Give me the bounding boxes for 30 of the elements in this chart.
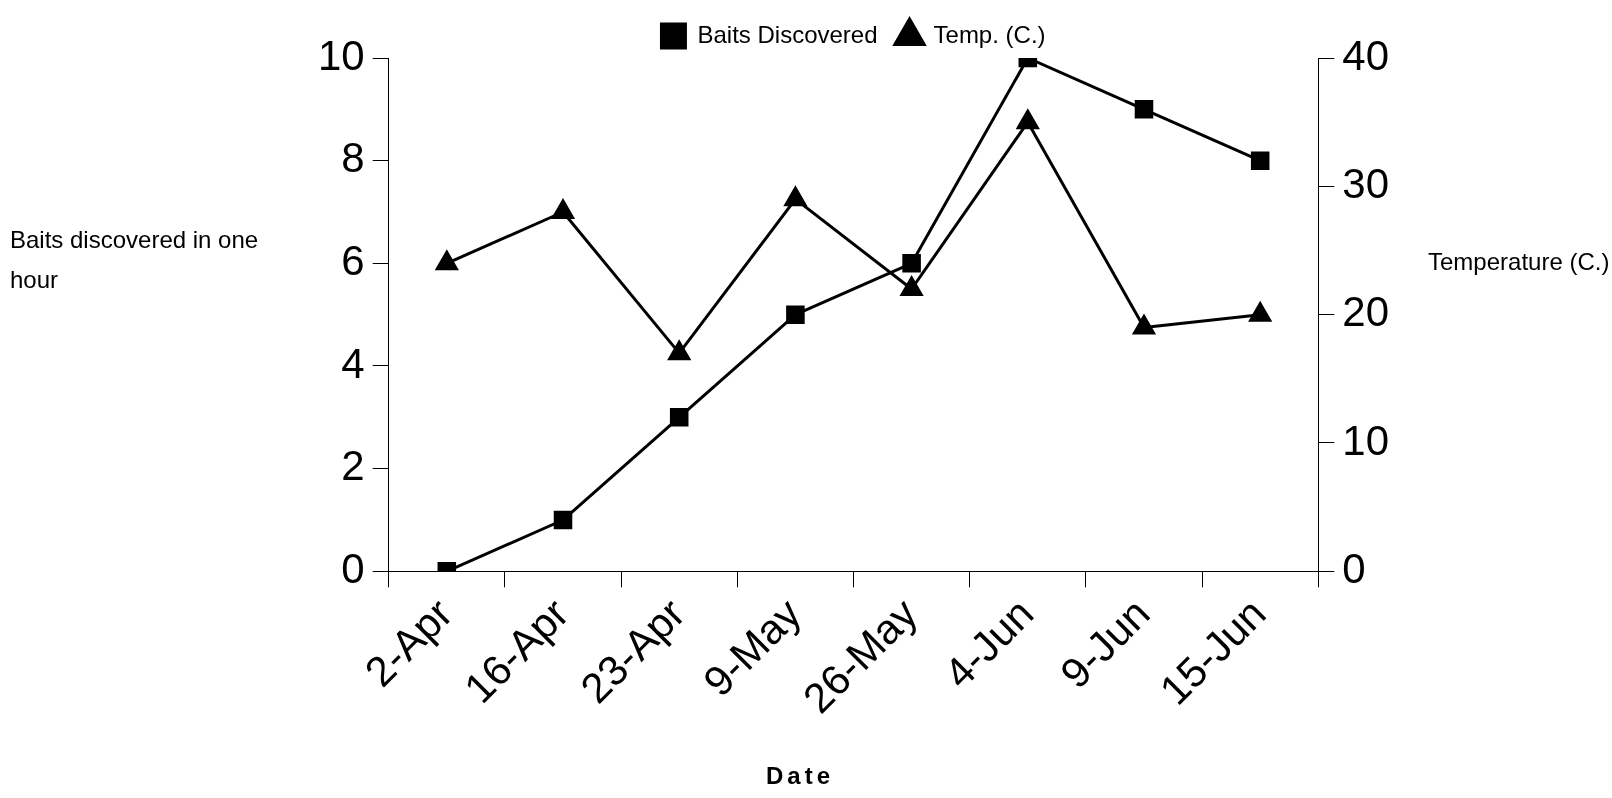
point bbox=[902, 254, 921, 273]
y-tick-label: 6 bbox=[341, 236, 365, 284]
point bbox=[1016, 109, 1039, 130]
y-tick-label: 2 bbox=[341, 442, 365, 490]
point bbox=[784, 186, 807, 207]
point bbox=[1134, 100, 1154, 119]
y2-tick-label: 0 bbox=[1342, 544, 1366, 592]
y-tick-label: 10 bbox=[318, 31, 365, 79]
y-tick-label: 4 bbox=[341, 339, 365, 387]
y-tick-label: 0 bbox=[341, 544, 365, 592]
point bbox=[435, 250, 458, 271]
point bbox=[669, 408, 689, 427]
y2-tick-label: 10 bbox=[1342, 416, 1389, 464]
y2-tick-label: 20 bbox=[1342, 288, 1389, 336]
legend-label: Baits Discovered bbox=[697, 20, 878, 48]
point bbox=[1249, 302, 1272, 322]
point bbox=[668, 340, 691, 361]
legend-label: Temp. (C.) bbox=[933, 20, 1046, 48]
point bbox=[553, 510, 573, 530]
y2-tick-label: 30 bbox=[1342, 159, 1389, 207]
y-tick-label: 8 bbox=[341, 134, 365, 182]
y2-tick-label: 40 bbox=[1342, 31, 1389, 79]
y2-axis-title: Temperature (C.) bbox=[1428, 248, 1610, 276]
x-axis-title: Date bbox=[765, 762, 835, 790]
y-axis-title: Baits discovered in one hour bbox=[10, 225, 260, 295]
point bbox=[900, 276, 923, 296]
point bbox=[551, 199, 575, 219]
point bbox=[1250, 151, 1270, 170]
point bbox=[786, 305, 805, 324]
point bbox=[1132, 315, 1156, 335]
